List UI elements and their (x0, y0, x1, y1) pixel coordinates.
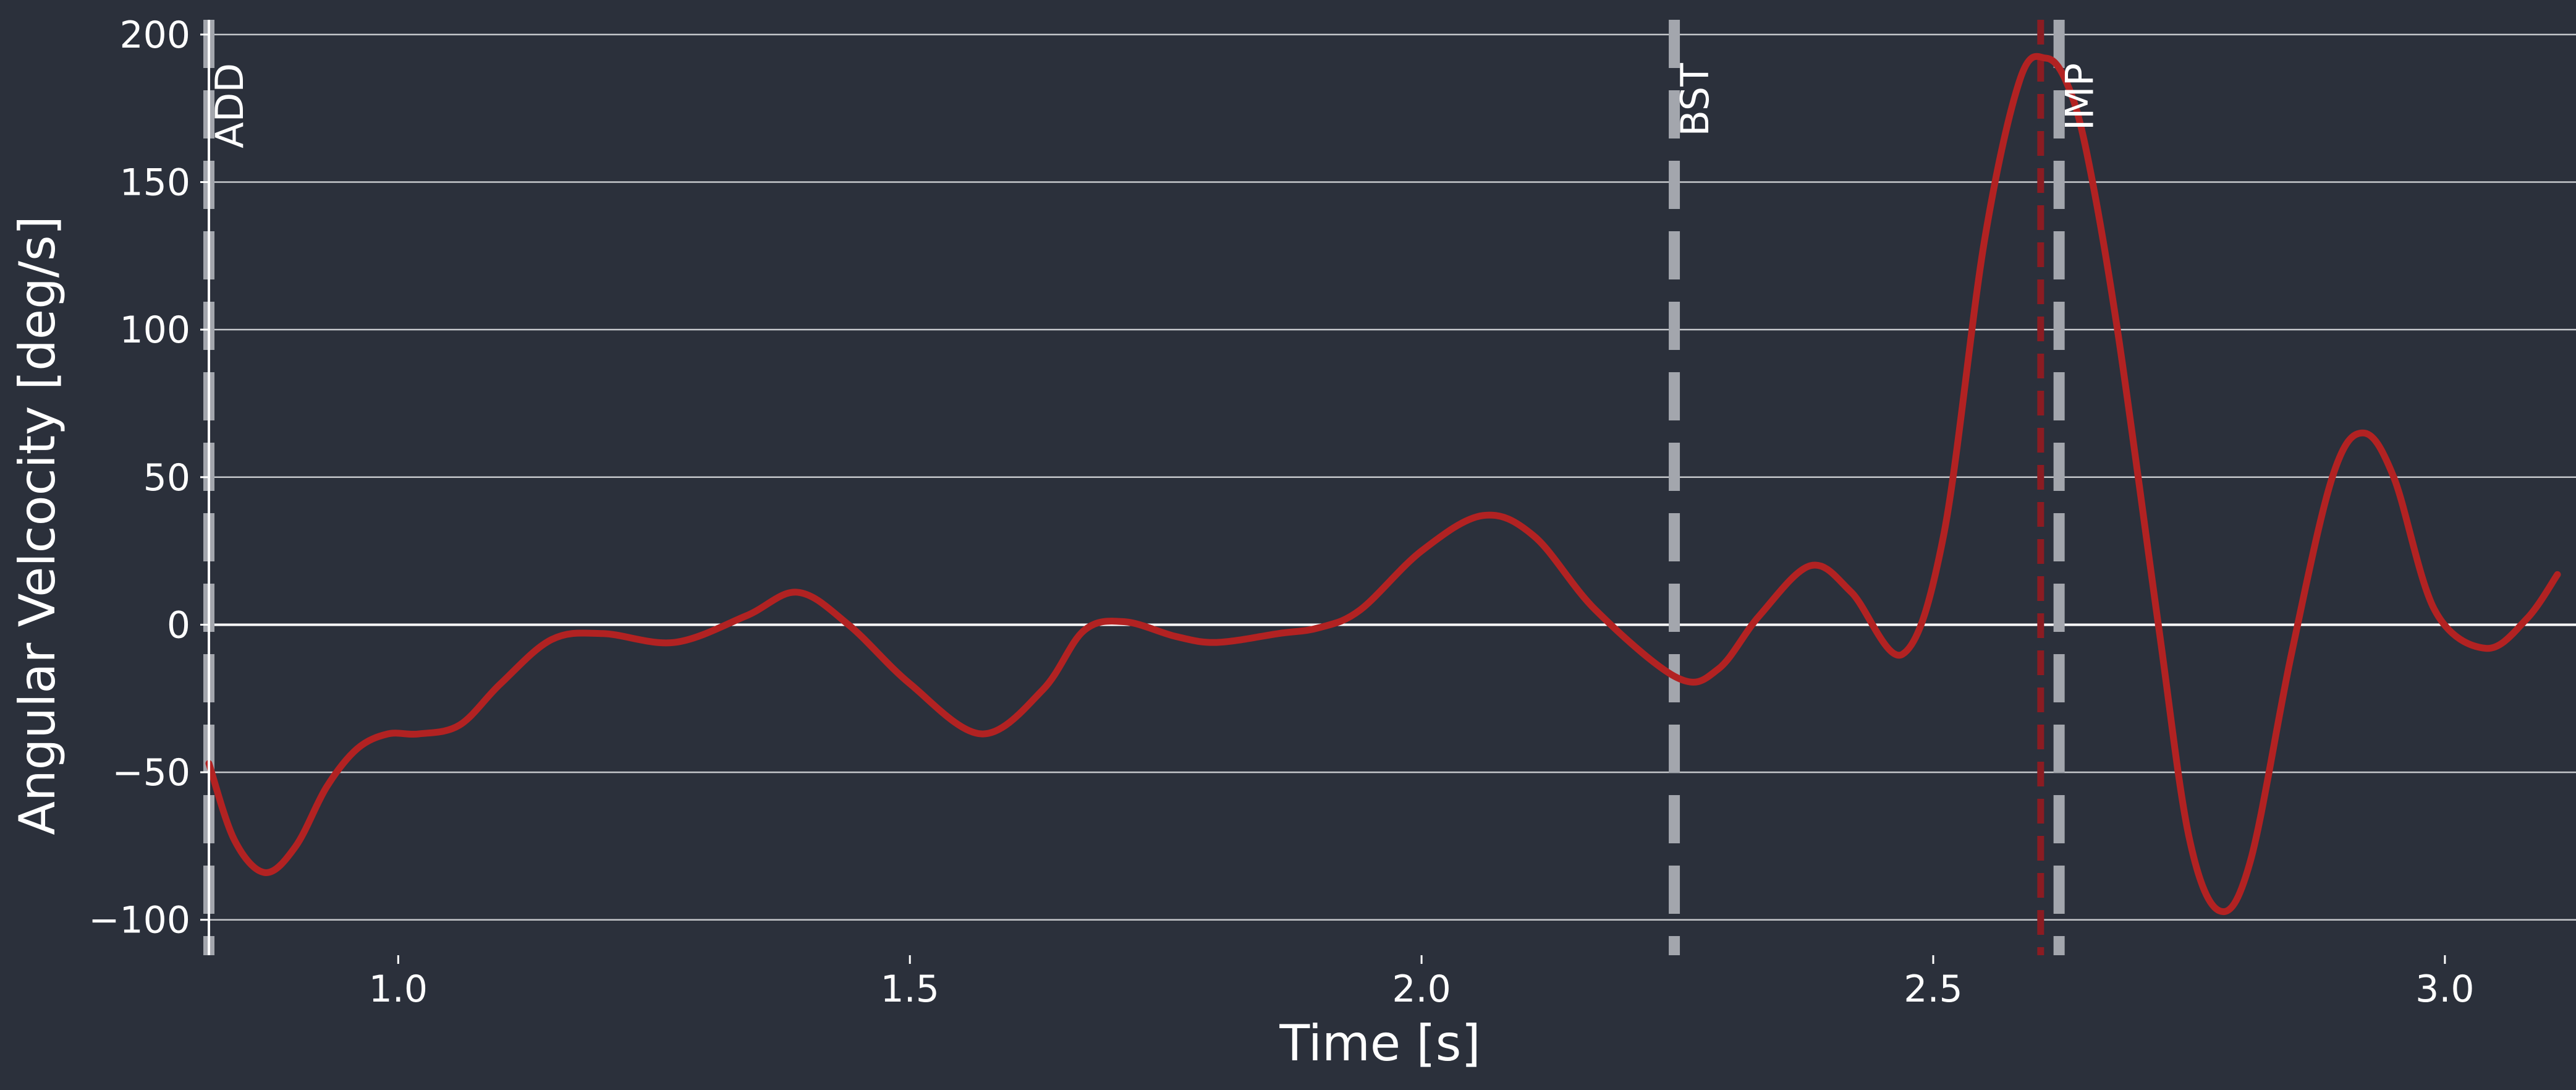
axes (200, 20, 2446, 964)
y-tick-label: 150 (119, 161, 190, 205)
x-tick-label: 2.5 (1904, 968, 1962, 1011)
tick-labels: −100 −50 0 50 100 150 200 1.0 1.5 2.0 2.5 3.0 ADD BST… (88, 14, 2474, 1011)
y-tick-label: 100 (119, 309, 190, 352)
x-tick-label: 2.0 (1392, 968, 1451, 1011)
x-axis-title: Time [s] (1279, 1015, 1480, 1072)
x-tick-label: 3.0 (2415, 968, 2474, 1011)
y-tick-label: −50 (112, 751, 190, 794)
y-tick-label: −100 (88, 899, 190, 942)
y-tick-label: 200 (119, 14, 190, 57)
angular-velocity-line (205, 53, 2561, 916)
grid-lines (209, 33, 2576, 921)
x-tick-label: 1.5 (880, 968, 939, 1011)
event-label-imp: IMP (2057, 63, 2103, 130)
y-tick-label: 0 (167, 603, 190, 647)
event-label-bst: BST (1672, 62, 1718, 137)
event-label-add: ADD (207, 63, 252, 148)
x-tick-label: 1.0 (369, 968, 428, 1011)
y-tick-label: 50 (143, 456, 190, 500)
series-layer (205, 53, 2561, 916)
y-axis-title: Angular Velcocity [deg/s] (9, 216, 66, 835)
